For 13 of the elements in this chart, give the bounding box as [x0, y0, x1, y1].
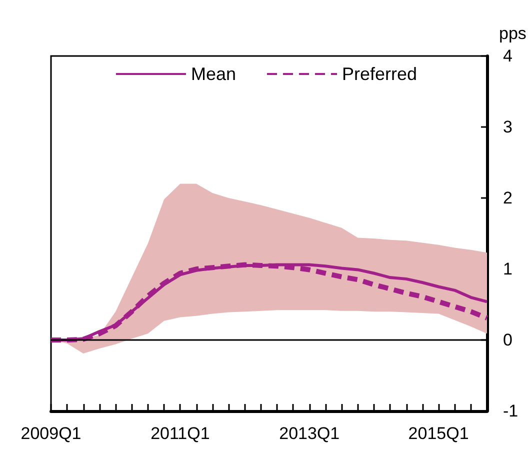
- y-tick-label: 4: [503, 46, 512, 66]
- y-tick-label: -1: [503, 402, 518, 420]
- x-tick-label: 2011Q1: [150, 424, 210, 443]
- x-tick-label: 2013Q1: [279, 424, 340, 443]
- legend-label: Mean: [190, 64, 236, 84]
- y-tick-label: 0: [503, 330, 512, 350]
- y-axis-title: pps: [499, 24, 526, 43]
- legend-label: Preferred: [342, 64, 418, 84]
- y-tick-label: 3: [503, 118, 512, 136]
- y-tick-label: 1: [503, 260, 512, 278]
- y-tick-label: 2: [503, 188, 512, 208]
- x-tick-label: 2015Q1: [408, 424, 469, 443]
- x-tick-label: 2009Q1: [20, 424, 82, 443]
